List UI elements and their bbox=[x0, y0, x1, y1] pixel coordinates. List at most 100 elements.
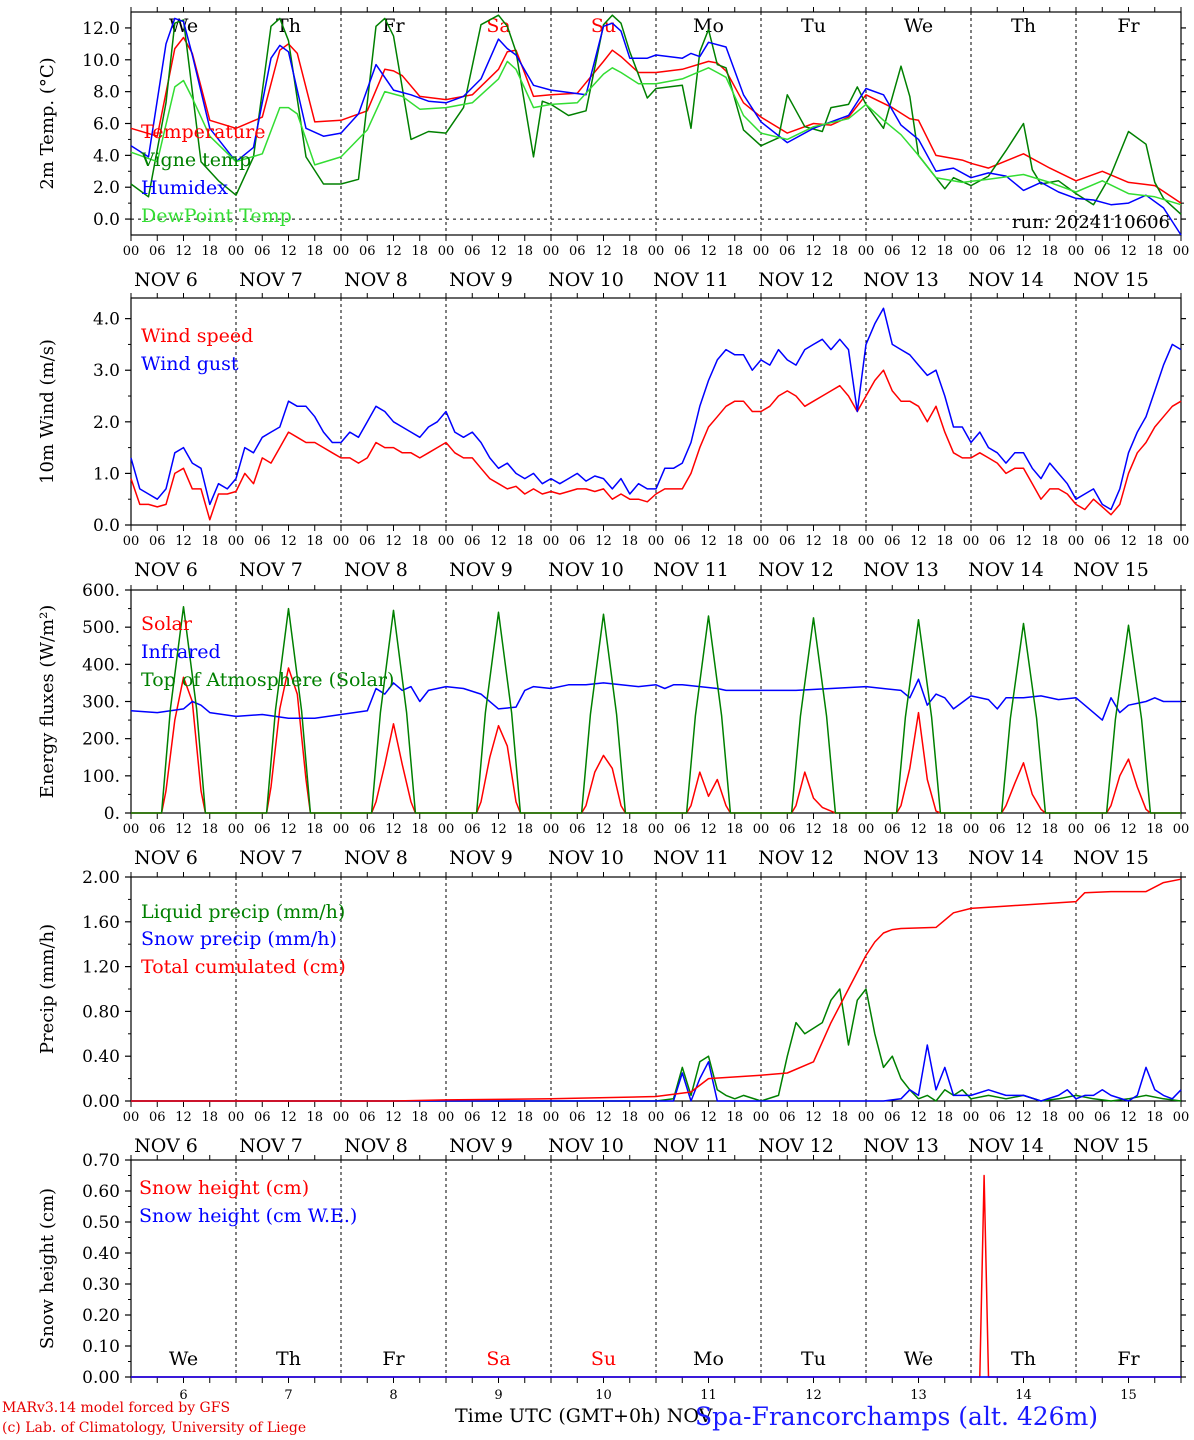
x-date-label: NOV 8 bbox=[344, 269, 408, 291]
y-tick-label: 2.0 bbox=[93, 178, 120, 198]
x-hour-label: 12 bbox=[385, 534, 402, 549]
x-hour-label: 18 bbox=[936, 534, 953, 549]
x-hour-label: 00 bbox=[228, 1110, 245, 1125]
x-date-label: NOV 11 bbox=[653, 269, 729, 291]
day-number-label: 12 bbox=[805, 1388, 822, 1403]
x-hour-label: 18 bbox=[1146, 534, 1163, 549]
weekday-label: Th bbox=[276, 1348, 301, 1370]
x-hour-label: 12 bbox=[1120, 244, 1137, 259]
x-date-label: NOV 8 bbox=[344, 559, 408, 581]
x-hour-label: 18 bbox=[516, 822, 533, 837]
x-hour-label: 00 bbox=[1068, 1110, 1085, 1125]
x-hour-label: 06 bbox=[359, 1110, 376, 1125]
y-tick-label: 1.20 bbox=[82, 958, 120, 978]
x-date-label: NOV 9 bbox=[449, 269, 513, 291]
x-hour-label: 18 bbox=[201, 244, 218, 259]
x-hour-label: 12 bbox=[175, 244, 192, 259]
station-title: Spa-Francorchamps (alt. 426m) bbox=[695, 1402, 1099, 1431]
x-date-label: NOV 8 bbox=[344, 1135, 408, 1157]
y-tick-label: 0.30 bbox=[82, 1275, 120, 1295]
legend-entry: Wind gust bbox=[141, 353, 239, 375]
x-hour-label: 18 bbox=[621, 244, 638, 259]
y-axis-label: Snow height (cm) bbox=[37, 1188, 58, 1349]
x-hour-label: 00 bbox=[858, 822, 875, 837]
x-hour-label: 06 bbox=[989, 1110, 1006, 1125]
x-hour-label: 00 bbox=[753, 534, 770, 549]
x-hour-label: 18 bbox=[831, 822, 848, 837]
weekday-label: Su bbox=[591, 1348, 616, 1370]
x-date-label: NOV 14 bbox=[968, 559, 1044, 581]
x-hour-label: 00 bbox=[1173, 822, 1190, 837]
weekday-label: Fr bbox=[382, 1348, 405, 1370]
x-hour-label: 18 bbox=[936, 244, 953, 259]
day-number-label: 6 bbox=[179, 1388, 187, 1403]
legend-entry: Top of Atmosphere (Solar) bbox=[141, 669, 394, 691]
legend-entry: Snow precip (mm/h) bbox=[141, 928, 337, 950]
series-line bbox=[130, 14, 1182, 215]
y-axis-label: Energy fluxes (W/m²) bbox=[37, 605, 58, 799]
x-hour-label: 12 bbox=[490, 534, 507, 549]
x-date-label: NOV 12 bbox=[758, 1135, 834, 1157]
day-number-label: 9 bbox=[494, 1388, 502, 1403]
x-hour-label: 00 bbox=[963, 822, 980, 837]
x-hour-label: 18 bbox=[831, 534, 848, 549]
legend-entry: Liquid precip (mm/h) bbox=[141, 901, 345, 923]
x-date-label: NOV 6 bbox=[134, 847, 198, 869]
y-tick-label: 0.60 bbox=[82, 1182, 120, 1202]
x-date-label: NOV 13 bbox=[863, 269, 939, 291]
x-hour-label: 18 bbox=[201, 1110, 218, 1125]
y-tick-label: 12.0 bbox=[82, 19, 120, 39]
x-hour-label: 18 bbox=[306, 1110, 323, 1125]
series-line bbox=[130, 60, 1182, 206]
x-hour-label: 12 bbox=[910, 244, 927, 259]
x-hour-label: 12 bbox=[385, 822, 402, 837]
x-hour-label: 00 bbox=[333, 244, 350, 259]
x-hour-label: 12 bbox=[1015, 534, 1032, 549]
weekday-label: Tu bbox=[801, 1348, 826, 1370]
x-date-label: NOV 7 bbox=[239, 559, 303, 581]
x-hour-label: 06 bbox=[359, 822, 376, 837]
x-hour-label: 12 bbox=[700, 534, 717, 549]
x-hour-label: 18 bbox=[831, 1110, 848, 1125]
legend-entry: Snow height (cm) bbox=[139, 1177, 309, 1199]
weekday-label: Th bbox=[276, 15, 301, 37]
x-hour-label: 00 bbox=[123, 1110, 140, 1125]
x-hour-label: 12 bbox=[280, 244, 297, 259]
x-hour-label: 00 bbox=[438, 534, 455, 549]
x-date-label: NOV 12 bbox=[758, 847, 834, 869]
x-date-label: NOV 15 bbox=[1073, 559, 1149, 581]
y-axis-label: 10m Wind (m/s) bbox=[37, 339, 58, 484]
y-tick-label: 0.20 bbox=[82, 1306, 120, 1326]
x-hour-label: 18 bbox=[1146, 244, 1163, 259]
x-hour-label: 18 bbox=[936, 1110, 953, 1125]
model-credit: MARv3.14 model forced by GFS bbox=[2, 1400, 231, 1416]
x-hour-label: 12 bbox=[910, 1110, 927, 1125]
series-line bbox=[130, 307, 1182, 511]
panel-3: 0. 100. 200. 300. 400. 500. 600. Energy fluxes … bbox=[37, 581, 1189, 869]
x-hour-label: 12 bbox=[490, 1110, 507, 1125]
x-hour-label: 12 bbox=[280, 534, 297, 549]
x-date-label: NOV 12 bbox=[758, 559, 834, 581]
x-date-label: NOV 13 bbox=[863, 1135, 939, 1157]
x-hour-label: 12 bbox=[700, 1110, 717, 1125]
x-date-label: NOV 14 bbox=[968, 847, 1044, 869]
x-hour-label: 00 bbox=[333, 534, 350, 549]
x-hour-label: 06 bbox=[779, 1110, 796, 1125]
x-date-label: NOV 9 bbox=[449, 559, 513, 581]
x-hour-label: 06 bbox=[569, 1110, 586, 1125]
y-tick-label: 1.60 bbox=[82, 913, 120, 933]
x-hour-label: 00 bbox=[228, 534, 245, 549]
x-hour-label: 18 bbox=[306, 244, 323, 259]
x-hour-label: 12 bbox=[805, 1110, 822, 1125]
x-hour-label: 06 bbox=[149, 244, 166, 259]
x-hour-label: 00 bbox=[543, 244, 560, 259]
x-hour-label: 06 bbox=[149, 534, 166, 549]
y-tick-label: 2.00 bbox=[82, 868, 120, 888]
x-hour-label: 06 bbox=[674, 1110, 691, 1125]
x-hour-label: 00 bbox=[1068, 822, 1085, 837]
series-line bbox=[130, 678, 1181, 721]
panel-4: 0.00 0.40 0.80 1.20 1.60 2.00 Precip (mm/h) 00 0… bbox=[37, 868, 1189, 1157]
x-hour-label: 00 bbox=[648, 244, 665, 259]
x-date-label: NOV 10 bbox=[548, 559, 624, 581]
y-tick-label: 0.00 bbox=[82, 1368, 120, 1388]
